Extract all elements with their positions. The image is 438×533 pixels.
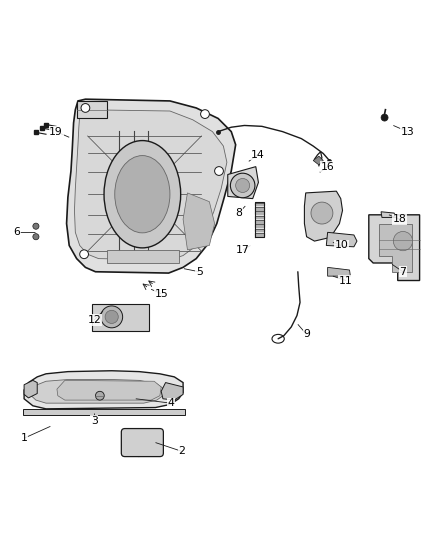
Polygon shape xyxy=(30,379,164,403)
Circle shape xyxy=(236,179,250,192)
Text: 19: 19 xyxy=(49,127,63,136)
Text: 11: 11 xyxy=(339,276,353,286)
Polygon shape xyxy=(381,212,395,217)
Ellipse shape xyxy=(104,141,180,248)
Circle shape xyxy=(393,231,413,251)
Text: 17: 17 xyxy=(236,245,250,255)
Text: 1: 1 xyxy=(21,433,28,443)
Polygon shape xyxy=(255,211,264,214)
Polygon shape xyxy=(255,203,264,205)
Text: 7: 7 xyxy=(399,266,406,277)
Polygon shape xyxy=(255,224,264,227)
Text: 5: 5 xyxy=(196,266,203,277)
Circle shape xyxy=(33,223,39,229)
Circle shape xyxy=(33,233,39,240)
Text: 15: 15 xyxy=(154,289,168,298)
Polygon shape xyxy=(24,381,37,398)
Text: 16: 16 xyxy=(321,161,335,172)
Circle shape xyxy=(201,110,209,118)
Polygon shape xyxy=(379,223,412,272)
Polygon shape xyxy=(255,207,264,209)
Text: 4: 4 xyxy=(167,398,174,408)
Text: 8: 8 xyxy=(235,208,242,218)
Polygon shape xyxy=(57,381,161,400)
Polygon shape xyxy=(67,99,236,273)
Polygon shape xyxy=(77,101,107,118)
Text: 18: 18 xyxy=(392,214,406,224)
Circle shape xyxy=(80,250,88,259)
Polygon shape xyxy=(183,193,215,250)
FancyBboxPatch shape xyxy=(121,429,163,457)
Text: 14: 14 xyxy=(251,150,265,160)
Text: 13: 13 xyxy=(400,127,414,136)
Circle shape xyxy=(215,167,223,175)
Ellipse shape xyxy=(115,156,170,233)
Text: 6: 6 xyxy=(13,228,20,237)
Polygon shape xyxy=(107,250,179,263)
Polygon shape xyxy=(328,268,350,276)
Circle shape xyxy=(230,173,255,198)
Polygon shape xyxy=(255,216,264,219)
Circle shape xyxy=(311,202,333,224)
Text: 2: 2 xyxy=(178,446,185,456)
Polygon shape xyxy=(92,304,149,331)
Polygon shape xyxy=(228,167,258,199)
Polygon shape xyxy=(24,371,183,409)
Ellipse shape xyxy=(122,429,163,456)
Circle shape xyxy=(81,103,90,112)
Polygon shape xyxy=(255,220,264,223)
Polygon shape xyxy=(161,383,183,400)
Text: 3: 3 xyxy=(91,416,98,426)
Circle shape xyxy=(381,114,388,121)
Circle shape xyxy=(101,306,123,328)
Polygon shape xyxy=(23,409,185,415)
Polygon shape xyxy=(255,229,264,231)
Ellipse shape xyxy=(68,383,120,400)
Circle shape xyxy=(105,310,118,324)
Polygon shape xyxy=(326,232,357,247)
Circle shape xyxy=(95,391,104,400)
Text: 9: 9 xyxy=(303,329,310,340)
Polygon shape xyxy=(74,110,227,260)
Polygon shape xyxy=(255,233,264,236)
Polygon shape xyxy=(369,215,420,280)
Text: 12: 12 xyxy=(87,315,101,325)
Polygon shape xyxy=(313,156,323,165)
Polygon shape xyxy=(304,191,343,241)
Text: 10: 10 xyxy=(335,240,349,251)
